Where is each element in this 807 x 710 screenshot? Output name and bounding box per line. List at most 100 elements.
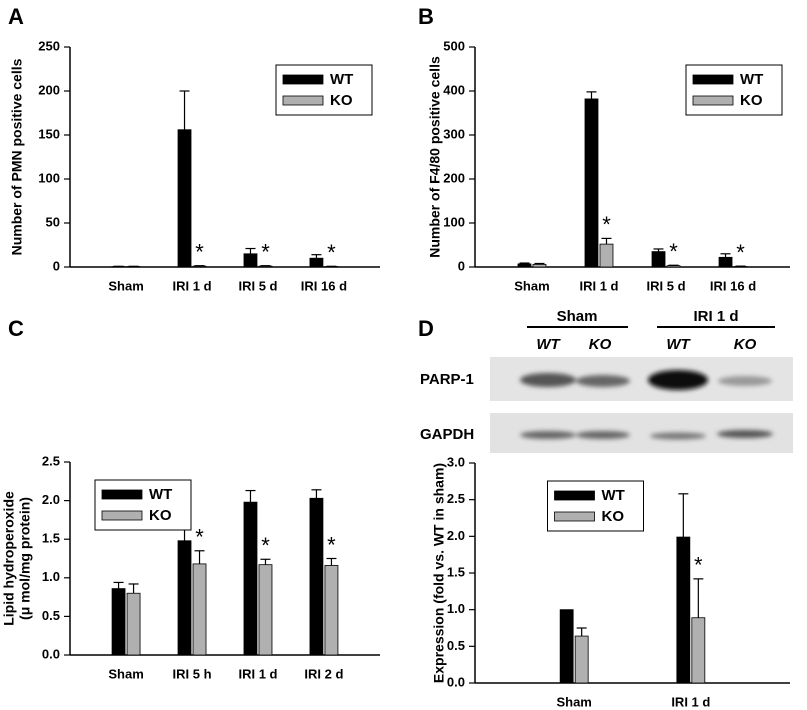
significance-marker: * — [736, 240, 745, 265]
y-axis-label: Number of F4/80 positive cells — [427, 56, 443, 258]
legend-box — [275, 64, 373, 116]
error-bar — [534, 262, 545, 265]
bar — [691, 617, 706, 684]
x-tick-label: IRI 1 d — [579, 278, 618, 293]
blot-lane: KO — [734, 336, 757, 353]
y-tick-label: 2.5 — [42, 453, 60, 468]
bar — [258, 564, 273, 656]
panel-label: B — [418, 4, 434, 29]
legend-label: KO — [602, 508, 625, 525]
y-tick-label: 1.5 — [447, 564, 465, 579]
bar — [324, 565, 339, 656]
y-tick-label: 0.5 — [447, 638, 465, 653]
legend-box — [547, 480, 644, 532]
significance-marker: * — [669, 239, 678, 264]
significance-marker: * — [694, 553, 703, 578]
bar — [126, 592, 141, 656]
y-tick-label: 250 — [38, 38, 60, 53]
y-axis-label: Expression (fold vs. WT in sham) — [431, 463, 447, 683]
error-bar — [179, 90, 190, 130]
y-tick-label: 1.0 — [447, 601, 465, 616]
y-tick-label: 500 — [443, 38, 465, 53]
y-tick-label: 200 — [38, 82, 60, 97]
error-bar — [128, 583, 139, 594]
legend-swatch — [692, 95, 734, 106]
legend-box — [94, 479, 192, 531]
blot-lane: WT — [666, 336, 691, 353]
error-bar — [678, 493, 689, 538]
bar — [676, 536, 691, 684]
y-tick-label: 0.0 — [447, 674, 465, 689]
y-tick-label: 2.5 — [447, 491, 465, 506]
y-tick-label: 300 — [443, 126, 465, 141]
blot-bands — [520, 370, 773, 440]
y-tick-label: 50 — [46, 214, 60, 229]
bar — [532, 263, 547, 268]
bar — [574, 635, 589, 684]
significance-marker: * — [261, 533, 270, 558]
y-tick-label: 2.0 — [447, 528, 465, 543]
error-bar — [586, 91, 597, 99]
x-tick-label: Sham — [514, 278, 549, 293]
bar — [192, 563, 207, 656]
y-tick-label: 0 — [458, 258, 465, 273]
y-tick-label: 100 — [443, 214, 465, 229]
x-tick-label: Sham — [556, 694, 591, 709]
bar — [517, 263, 532, 268]
error-bar — [576, 627, 587, 637]
bar — [559, 609, 574, 684]
panel-label: C — [8, 316, 24, 341]
blot-row-label: GAPDH — [420, 426, 474, 443]
legend-box — [685, 64, 783, 116]
y-tick-label: 150 — [38, 126, 60, 141]
x-tick-label: IRI 1 d — [671, 694, 710, 709]
error-bar — [653, 248, 664, 252]
y-axis-label: (μ mol/mg protein) — [17, 497, 33, 620]
significance-marker: * — [327, 240, 336, 265]
error-bar — [693, 578, 704, 618]
error-bar — [519, 262, 530, 264]
error-bar — [326, 557, 337, 566]
error-bar — [113, 581, 124, 589]
y-tick-label: 100 — [38, 170, 60, 185]
significance-marker: * — [327, 532, 336, 557]
y-tick-label: 0.0 — [42, 646, 60, 661]
y-tick-label: 400 — [443, 82, 465, 97]
significance-marker: * — [602, 212, 611, 237]
legend-label: KO — [740, 92, 763, 109]
x-tick-label: IRI 5 d — [238, 278, 277, 293]
x-tick-label: IRI 5 d — [647, 278, 686, 293]
legend-swatch — [554, 511, 595, 522]
error-bar — [245, 489, 256, 503]
panel-label: D — [418, 316, 434, 341]
y-axis-label: Number of PMN positive cells — [9, 58, 25, 255]
error-bar — [311, 489, 322, 499]
error-bar — [194, 550, 205, 564]
bar — [718, 256, 733, 268]
legend-swatch — [101, 489, 143, 500]
bar — [309, 497, 324, 656]
legend-label: KO — [330, 92, 353, 109]
bar — [599, 243, 614, 268]
blot-row-label: PARP-1 — [420, 371, 474, 388]
legend-label: WT — [330, 71, 353, 88]
x-tick-label: IRI 16 d — [710, 278, 756, 293]
bar — [243, 253, 258, 268]
error-bar — [245, 247, 256, 254]
legend-label: WT — [602, 487, 625, 504]
y-tick-label: 2.0 — [42, 492, 60, 507]
bar — [666, 265, 681, 268]
blot-lane: WT — [536, 336, 561, 353]
x-tick-label: IRI 1 d — [238, 666, 277, 681]
error-bar — [720, 253, 731, 258]
significance-marker: * — [261, 239, 270, 264]
bar — [309, 257, 324, 268]
y-tick-label: 3.0 — [447, 454, 465, 469]
error-bar — [601, 237, 612, 245]
legend-swatch — [282, 95, 324, 106]
legend-swatch — [554, 490, 595, 501]
y-tick-label: 1.0 — [42, 569, 60, 584]
legend-swatch — [282, 74, 324, 85]
bar — [651, 251, 666, 268]
error-bar — [311, 254, 322, 259]
